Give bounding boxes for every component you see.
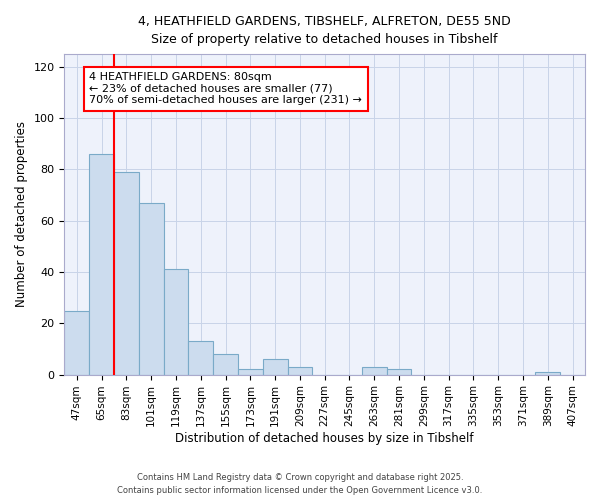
Bar	[164, 270, 188, 374]
X-axis label: Distribution of detached houses by size in Tibshelf: Distribution of detached houses by size …	[175, 432, 474, 445]
Text: Contains HM Land Registry data © Crown copyright and database right 2025.
Contai: Contains HM Land Registry data © Crown c…	[118, 474, 482, 495]
Bar	[188, 342, 213, 374]
Y-axis label: Number of detached properties: Number of detached properties	[15, 122, 28, 308]
Text: 4 HEATHFIELD GARDENS: 80sqm
← 23% of detached houses are smaller (77)
70% of sem: 4 HEATHFIELD GARDENS: 80sqm ← 23% of det…	[89, 72, 362, 106]
Bar	[535, 372, 560, 374]
Title: 4, HEATHFIELD GARDENS, TIBSHELF, ALFRETON, DE55 5ND
Size of property relative to: 4, HEATHFIELD GARDENS, TIBSHELF, ALFRETO…	[139, 15, 511, 46]
Bar	[139, 203, 164, 374]
Bar	[64, 310, 89, 374]
Bar	[362, 367, 386, 374]
Bar	[213, 354, 238, 374]
Bar	[89, 154, 114, 374]
Bar	[287, 367, 313, 374]
Bar	[238, 370, 263, 374]
Bar	[386, 370, 412, 374]
Bar	[114, 172, 139, 374]
Bar	[263, 359, 287, 374]
